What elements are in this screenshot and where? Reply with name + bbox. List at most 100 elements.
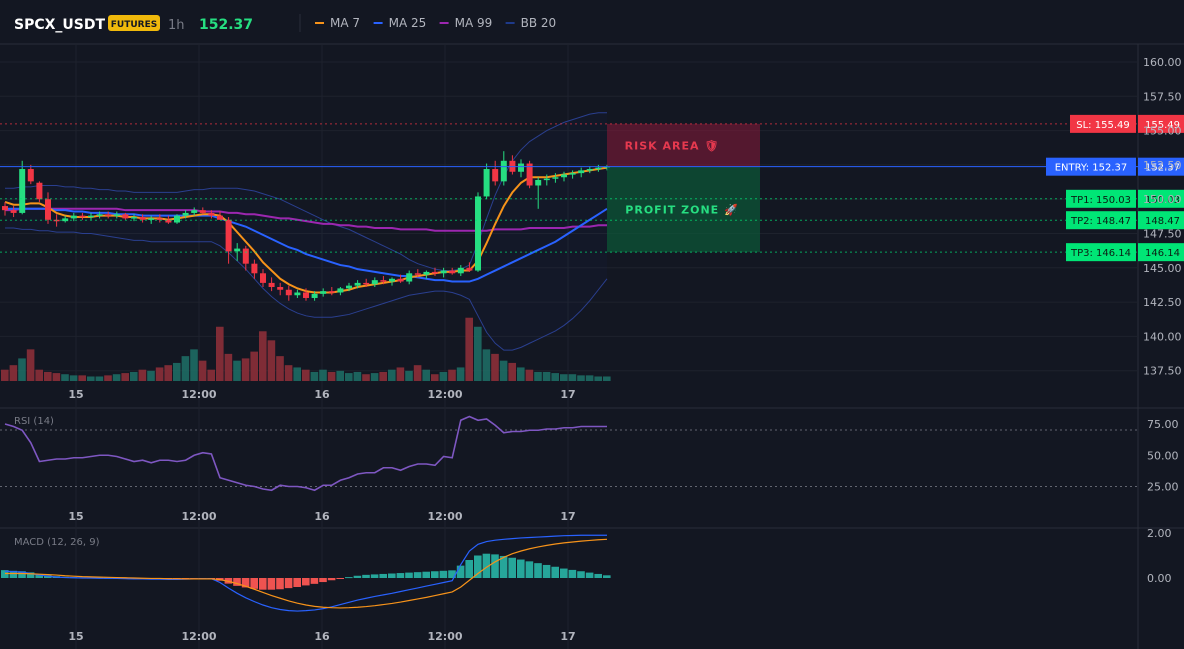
- volume-bar: [491, 353, 499, 381]
- volume-bar: [439, 371, 448, 381]
- top-toolbar: SPCX_USDT FUTURES 1h 152.37 MA 7 MA 25 MA …: [14, 14, 556, 33]
- volume-bar: [52, 373, 61, 381]
- candle: [96, 211, 103, 219]
- candle: [208, 210, 215, 219]
- legend-label: MA 25: [389, 16, 427, 30]
- price-tick: 137.50: [1143, 365, 1182, 378]
- volume-bar: [456, 367, 465, 381]
- volume-bar: [216, 326, 224, 381]
- macd-hist-bar: [560, 568, 568, 578]
- macd-hist-bar: [233, 578, 241, 586]
- symbol-title[interactable]: SPCX_USDT: [14, 17, 105, 33]
- candle-body: [174, 215, 180, 223]
- candle-body: [285, 289, 292, 296]
- rsi-pane[interactable]: 75.00 50.00 25.00: [0, 415, 1179, 494]
- candle-body: [543, 178, 550, 181]
- macd-hist-bar: [585, 572, 594, 578]
- candle: [2, 201, 8, 216]
- price-tick: 155.00: [1143, 125, 1182, 138]
- volume-bar: [112, 374, 121, 381]
- candle: [311, 291, 318, 301]
- candle: [105, 211, 112, 219]
- price-tick: 147.50: [1143, 228, 1182, 241]
- legend-label: BB 20: [521, 16, 557, 30]
- candle: [561, 171, 567, 182]
- time-tick: 12:00: [427, 510, 462, 523]
- macd-hist-bar: [241, 578, 250, 588]
- candle: [414, 269, 421, 278]
- candle: [371, 277, 378, 288]
- candle: [449, 267, 456, 275]
- candle: [10, 206, 17, 218]
- time-tick: 17: [560, 630, 575, 643]
- macd-hist-bar: [362, 574, 370, 578]
- candle-body: [552, 177, 559, 179]
- candle-body: [217, 215, 223, 220]
- price-tick: 145.00: [1143, 262, 1182, 275]
- candle: [139, 214, 146, 223]
- candle: [595, 164, 602, 172]
- volume-bar: [259, 331, 267, 381]
- macd-hist-bar: [302, 578, 310, 586]
- candle: [363, 278, 370, 288]
- volume-bar: [138, 369, 147, 381]
- risk-zone[interactable]: [607, 123, 760, 167]
- volume-bar: [95, 376, 104, 381]
- time-tick: 16: [314, 630, 330, 643]
- volume-bar: [542, 371, 551, 381]
- volume-bar: [44, 371, 52, 381]
- candle: [475, 192, 481, 272]
- level-price: 155.49: [1145, 120, 1180, 131]
- macd-hist-bar: [525, 561, 534, 578]
- level-tag-bg: [1046, 157, 1136, 176]
- price-axis[interactable]: 160.00 157.50 155.00 152.50 150.00 147.50 145.…: [1143, 56, 1182, 378]
- candle: [526, 160, 533, 189]
- candle-body: [79, 215, 86, 218]
- candle-body: [578, 170, 585, 174]
- candle: [466, 262, 473, 272]
- candle-body: [27, 169, 34, 182]
- interval-label[interactable]: 1h: [168, 18, 185, 33]
- candle-body: [457, 267, 464, 274]
- candle: [578, 167, 585, 178]
- candle: [277, 282, 284, 296]
- candle-body: [88, 215, 94, 218]
- volume-bar: [405, 370, 413, 381]
- volume-bar: [482, 349, 491, 381]
- volume-bar: [353, 371, 362, 381]
- macd-pane[interactable]: 2.00 0.00: [1, 527, 1172, 612]
- candle-body: [277, 287, 284, 290]
- volume-bar: [448, 369, 456, 381]
- volume-bar: [396, 367, 405, 381]
- candle: [234, 243, 241, 261]
- candle-body: [303, 292, 309, 298]
- macd-hist-bar: [594, 573, 602, 578]
- candle-body: [320, 291, 327, 294]
- candle-body: [36, 182, 43, 200]
- profit-zone[interactable]: [607, 166, 760, 253]
- macd-hist-bar: [388, 573, 396, 578]
- candle-body: [268, 282, 275, 288]
- trade-levels[interactable]: SL: 155.49 155.49 ENTRY: 152.37 152.37 TP1: …: [0, 114, 1184, 262]
- level-tag: ENTRY: 152.37: [1055, 163, 1128, 174]
- candle: [79, 212, 86, 220]
- candle-body: [260, 273, 266, 283]
- candle: [285, 285, 292, 301]
- macd-hist-bar: [250, 578, 258, 589]
- macd-hist-bar: [568, 569, 577, 578]
- candles[interactable]: [2, 151, 610, 301]
- volume-bar: [431, 374, 439, 381]
- level-price-bg: [1138, 243, 1184, 262]
- level-tag-bg: [1066, 189, 1136, 208]
- volume-bar: [499, 360, 508, 381]
- volume-bar: [388, 369, 396, 381]
- macd-hist-bar: [405, 572, 413, 578]
- macd-line: [4, 534, 607, 612]
- volume-bar: [181, 356, 190, 381]
- level-price-bg: [1138, 189, 1184, 208]
- candle-body: [423, 271, 430, 275]
- volume-bar: [87, 376, 95, 381]
- candle: [303, 288, 309, 301]
- macd-tick: 2.00: [1147, 527, 1172, 540]
